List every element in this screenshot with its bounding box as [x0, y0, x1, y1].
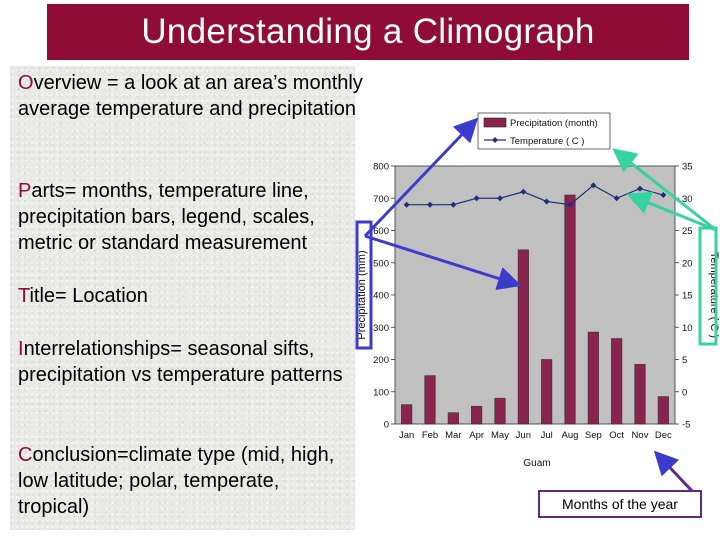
title-note-paragraph: Title= Location — [18, 283, 363, 309]
y-tick-label: 800 — [373, 162, 389, 173]
x-tick-label: Nov — [632, 430, 649, 441]
precipitation-bar — [447, 412, 459, 425]
precipitation-bar — [541, 359, 553, 425]
y2-tick-label: 10 — [682, 323, 693, 334]
legend-bar-swatch — [483, 117, 507, 128]
y-tick-label: 400 — [373, 291, 389, 302]
x-tick-label: Jun — [516, 430, 531, 441]
months-callout: Months of the year — [538, 490, 702, 518]
precipitation-bar — [471, 405, 483, 425]
y-tick-label: 100 — [373, 387, 389, 398]
precipitation-bar — [517, 249, 529, 425]
page-title: Understanding a Climograph — [141, 12, 595, 51]
title-bar: Understanding a Climograph — [47, 4, 689, 60]
y2-tick-label: 35 — [682, 162, 693, 173]
precipitation-bar — [587, 331, 599, 425]
parts-text: arts= months, temperature line, precipit… — [18, 180, 315, 254]
interrelationships-initial: I — [18, 338, 24, 360]
x-tick-label: Mar — [445, 430, 461, 441]
interrelationships-paragraph: Interrelationships= seasonal sifts, prec… — [18, 336, 363, 388]
temperature-point — [473, 195, 480, 202]
x-tick-label: Feb — [422, 430, 438, 441]
y2-tick-label: 0 — [682, 387, 687, 398]
interrelationships-text: nterrelationships= seasonal sifts, preci… — [18, 338, 343, 386]
overview-paragraph: Overview = a look at an area’s monthly a… — [18, 70, 363, 122]
climograph-chart: Precipitation (month) Temperature ( C ) … — [356, 112, 720, 469]
precipitation-bar — [401, 404, 413, 425]
title-note-text: itle= Location — [29, 285, 148, 307]
precipitation-bar — [564, 194, 576, 425]
x-tick-label: Sep — [585, 430, 602, 441]
y2-tick-label: 25 — [682, 226, 693, 237]
conclusion-paragraph: Conclusion=climate type (mid, high, low … — [18, 442, 348, 520]
y-tick-label: 500 — [373, 258, 389, 269]
y-tick-label: 200 — [373, 355, 389, 366]
temperature-point — [520, 188, 527, 195]
overview-initial: O — [18, 72, 34, 94]
y-tick-label: 600 — [373, 226, 389, 237]
precipitation-bar — [611, 338, 623, 425]
precipitation-bar — [494, 397, 506, 425]
y2-tick-label: 30 — [682, 194, 693, 205]
conclusion-text: onclusion=climate type (mid, high, low l… — [18, 444, 335, 518]
title-note-initial: T — [18, 285, 30, 307]
conclusion-initial: C — [18, 444, 33, 466]
y2-tick-label: 20 — [682, 258, 693, 269]
x-tick-label: Jan — [399, 430, 414, 441]
x-tick-label: Jul — [541, 430, 553, 441]
x-tick-label: Oct — [609, 430, 624, 441]
y2-tick-label: 5 — [682, 355, 687, 366]
y2-tick-label: 15 — [682, 291, 693, 302]
x-tick-label: Aug — [562, 430, 579, 441]
y2-axis-title: Temperature ( C ) — [708, 252, 720, 338]
temperature-point — [567, 201, 573, 208]
precipitation-bar — [424, 375, 436, 425]
overview-text: verview = a look at an area’s monthly av… — [18, 72, 363, 120]
parts-initial: P — [18, 180, 32, 202]
temperature-point — [497, 195, 503, 202]
legend-temp-label: Temperature ( C ) — [510, 136, 584, 147]
y-tick-label: 700 — [373, 194, 389, 205]
x-tick-label: May — [491, 430, 509, 441]
precipitation-bar — [657, 396, 669, 425]
y-axis-title: Precipitation (mm) — [356, 250, 368, 339]
text-panel-background — [10, 66, 355, 530]
y-tick-label: 0 — [384, 420, 389, 431]
chart-location-title: Guam — [523, 458, 550, 469]
temperature-point — [590, 182, 597, 189]
x-tick-label: Dec — [655, 430, 672, 441]
y-tick-label: 300 — [373, 323, 389, 334]
legend-precip-label: Precipitation (month) — [510, 118, 598, 129]
precipitation-bar — [634, 364, 646, 425]
x-tick-label: Apr — [469, 430, 484, 441]
parts-paragraph: Parts= months, temperature line, precipi… — [18, 178, 363, 256]
legend-line-marker — [492, 137, 498, 143]
temperature-point — [543, 198, 550, 205]
months-callout-text: Months of the year — [562, 496, 678, 512]
y2-tick-label: -5 — [682, 420, 690, 431]
